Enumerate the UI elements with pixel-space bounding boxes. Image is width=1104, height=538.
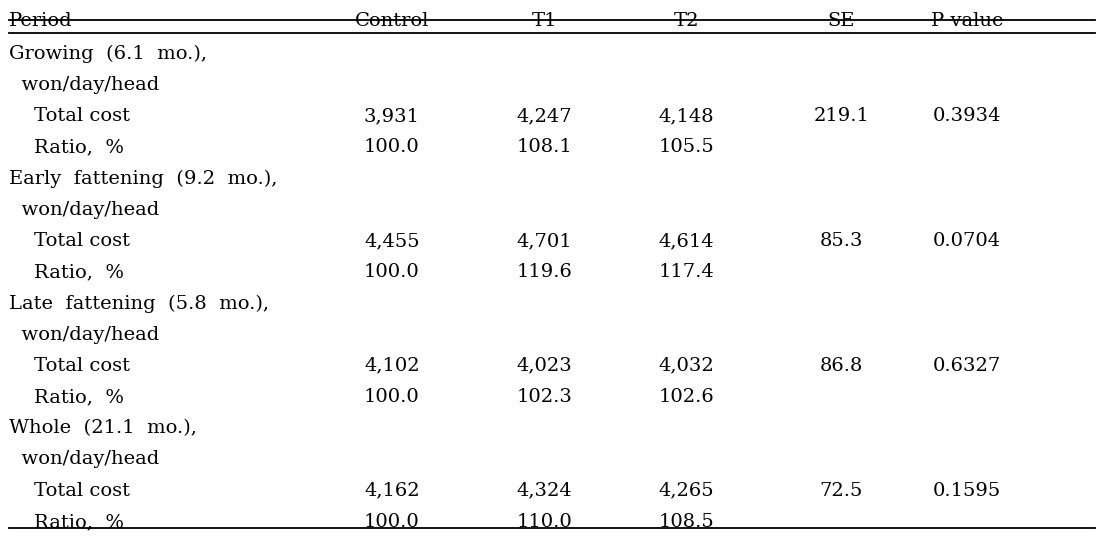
Text: Control: Control — [354, 12, 429, 30]
Text: Total cost: Total cost — [9, 232, 130, 250]
Text: Ratio,  %: Ratio, % — [9, 138, 124, 157]
Text: Ratio,  %: Ratio, % — [9, 513, 124, 531]
Text: 100.0: 100.0 — [364, 138, 420, 157]
Text: won/day/head: won/day/head — [9, 325, 159, 344]
Text: Early  fattening  (9.2  mo.),: Early fattening (9.2 mo.), — [9, 169, 277, 188]
Text: 4,162: 4,162 — [364, 482, 420, 500]
Text: 4,148: 4,148 — [659, 107, 714, 125]
Text: 0.3934: 0.3934 — [933, 107, 1001, 125]
Text: Total cost: Total cost — [9, 107, 130, 125]
Text: 4,032: 4,032 — [659, 357, 714, 375]
Text: 219.1: 219.1 — [814, 107, 869, 125]
Text: won/day/head: won/day/head — [9, 201, 159, 219]
Text: 100.0: 100.0 — [364, 263, 420, 281]
Text: Total cost: Total cost — [9, 357, 130, 375]
Text: 86.8: 86.8 — [819, 357, 863, 375]
Text: 4,023: 4,023 — [517, 357, 572, 375]
Text: 102.3: 102.3 — [517, 388, 572, 406]
Text: Ratio,  %: Ratio, % — [9, 388, 124, 406]
Text: 110.0: 110.0 — [517, 513, 572, 531]
Text: 4,247: 4,247 — [517, 107, 572, 125]
Text: 117.4: 117.4 — [659, 263, 714, 281]
Text: Total cost: Total cost — [9, 482, 130, 500]
Text: P value: P value — [931, 12, 1004, 30]
Text: T2: T2 — [673, 12, 700, 30]
Text: 0.1595: 0.1595 — [933, 482, 1001, 500]
Text: Growing  (6.1  mo.),: Growing (6.1 mo.), — [9, 45, 206, 63]
Text: 4,614: 4,614 — [659, 232, 714, 250]
Text: 4,265: 4,265 — [659, 482, 714, 500]
Text: Period: Period — [9, 12, 73, 30]
Text: 0.0704: 0.0704 — [933, 232, 1001, 250]
Text: Whole  (21.1  mo.),: Whole (21.1 mo.), — [9, 419, 197, 437]
Text: 108.5: 108.5 — [659, 513, 714, 531]
Text: 119.6: 119.6 — [517, 263, 572, 281]
Text: 105.5: 105.5 — [659, 138, 714, 157]
Text: won/day/head: won/day/head — [9, 450, 159, 469]
Text: 0.6327: 0.6327 — [933, 357, 1001, 375]
Text: 102.6: 102.6 — [659, 388, 714, 406]
Text: won/day/head: won/day/head — [9, 76, 159, 94]
Text: 3,931: 3,931 — [364, 107, 420, 125]
Text: Late  fattening  (5.8  mo.),: Late fattening (5.8 mo.), — [9, 294, 269, 313]
Text: 4,455: 4,455 — [364, 232, 420, 250]
Text: 72.5: 72.5 — [819, 482, 863, 500]
Text: 100.0: 100.0 — [364, 513, 420, 531]
Text: SE: SE — [828, 12, 854, 30]
Text: 108.1: 108.1 — [517, 138, 572, 157]
Text: 85.3: 85.3 — [819, 232, 863, 250]
Text: 100.0: 100.0 — [364, 388, 420, 406]
Text: 4,324: 4,324 — [517, 482, 572, 500]
Text: 4,102: 4,102 — [364, 357, 420, 375]
Text: T1: T1 — [531, 12, 558, 30]
Text: Ratio,  %: Ratio, % — [9, 263, 124, 281]
Text: 4,701: 4,701 — [517, 232, 572, 250]
